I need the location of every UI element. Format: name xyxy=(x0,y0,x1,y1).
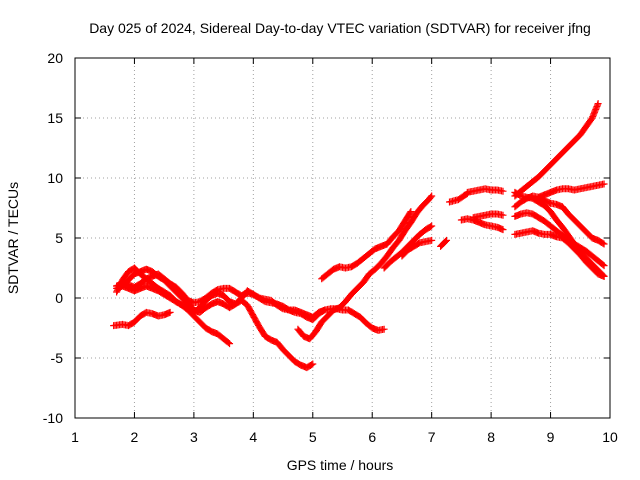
series-9 xyxy=(398,237,434,260)
series-10 xyxy=(437,237,450,250)
data-point xyxy=(600,262,608,270)
y-tick-label: -10 xyxy=(43,410,63,426)
data-point xyxy=(599,239,607,247)
data-point xyxy=(599,261,607,269)
data-point xyxy=(499,226,507,234)
data-point xyxy=(443,236,451,244)
data-point xyxy=(428,192,436,200)
data-point xyxy=(428,236,436,244)
data-point xyxy=(380,325,388,333)
data-point xyxy=(426,223,434,231)
plot-frame xyxy=(74,57,611,419)
y-axis-label: SDTVAR / TECUs xyxy=(5,182,21,294)
data-point xyxy=(407,208,415,216)
data-point xyxy=(406,209,414,217)
series-14 xyxy=(469,210,506,222)
y-tick-label: 10 xyxy=(47,170,63,186)
data-point xyxy=(166,308,174,316)
data-point xyxy=(499,187,507,195)
data-point xyxy=(600,240,608,248)
series-5 xyxy=(113,282,387,334)
data-point xyxy=(224,339,232,347)
data-point xyxy=(442,237,450,245)
y-tick-label: 15 xyxy=(47,110,63,126)
data-point xyxy=(594,100,602,108)
x-tick-label: 8 xyxy=(487,429,495,445)
tick-labels: 1 2 3 4 5 6 7 8 9 10 -10 -5 0 5 10 15 20 xyxy=(43,50,618,445)
x-axis-label: GPS time / hours xyxy=(287,457,394,473)
x-tick-label: 4 xyxy=(249,429,257,445)
series-7 xyxy=(318,209,414,283)
data-point xyxy=(428,222,436,230)
series-19 xyxy=(511,227,607,280)
x-tick-label: 7 xyxy=(428,429,436,445)
y-tick-label: 0 xyxy=(55,290,63,306)
y-tick-label: 5 xyxy=(55,230,63,246)
axis-ticks xyxy=(74,57,611,419)
x-tick-label: 9 xyxy=(547,429,555,445)
x-tick-label: 6 xyxy=(368,429,376,445)
grid-lines xyxy=(75,58,610,418)
series-13 xyxy=(463,185,506,196)
data-point xyxy=(226,340,234,348)
series-20 xyxy=(535,180,607,201)
x-tick-label: 2 xyxy=(131,429,139,445)
y-tick-label: 20 xyxy=(47,50,63,66)
x-tick-label: 10 xyxy=(602,429,618,445)
data-point xyxy=(600,180,608,188)
series-17 xyxy=(511,192,607,247)
x-tick-label: 1 xyxy=(71,429,79,445)
series-1 xyxy=(110,308,173,330)
chart-title: Day 025 of 2024, Sidereal Day-to-day VTE… xyxy=(89,20,591,36)
data-point xyxy=(308,361,316,369)
data-points xyxy=(110,100,608,372)
series-6 xyxy=(294,193,435,343)
x-tick-label: 3 xyxy=(190,429,198,445)
data-point xyxy=(600,272,608,280)
x-tick-label: 5 xyxy=(309,429,317,445)
data-point xyxy=(427,193,435,201)
data-point xyxy=(499,211,507,219)
data-point xyxy=(309,360,317,368)
series-15 xyxy=(511,101,602,200)
y-tick-label: -5 xyxy=(51,350,64,366)
